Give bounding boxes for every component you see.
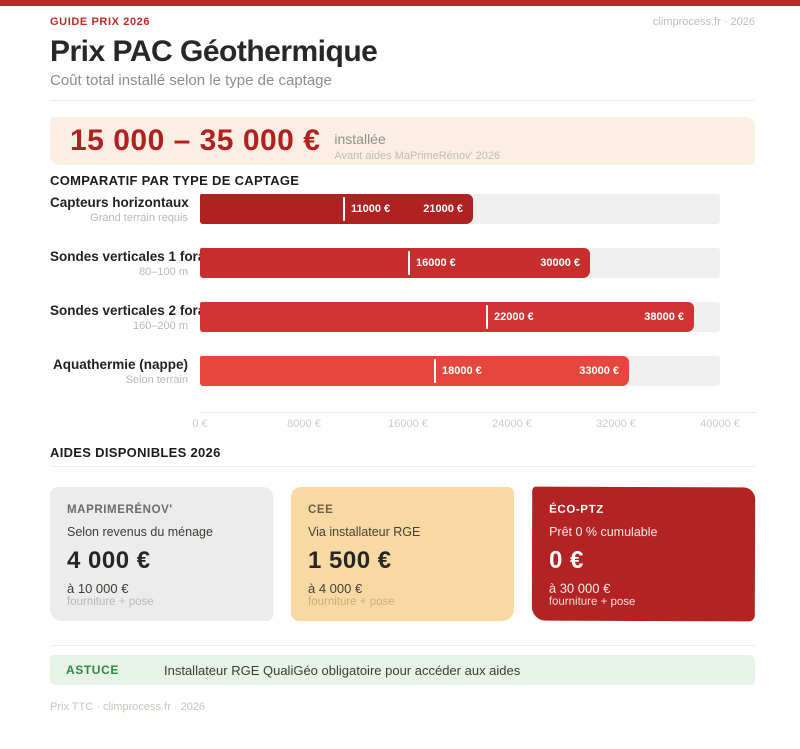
- astuce-divider: [50, 645, 755, 646]
- header-row: GUIDE PRIX 2026 climprocess.fr · 2026: [50, 6, 755, 29]
- min-price-label: 22000 €: [494, 311, 534, 323]
- chart-row: Aquathermie (nappe) Selon terrain 18000 € 3…: [50, 356, 755, 386]
- min-price-label: 16000 €: [415, 257, 456, 269]
- price-range-value: 15 000 – 35 000 €: [70, 124, 321, 157]
- aides-divider: [50, 466, 755, 467]
- astuce-box: ASTUCE Installateur RGE QualiGéo obligat…: [50, 655, 755, 685]
- aid-card-note: fourniture + pose: [548, 595, 636, 608]
- aid-card-range: à 10 000 €: [67, 581, 129, 596]
- header-divider: [50, 100, 755, 101]
- max-price-label: 21000 €: [423, 203, 463, 215]
- aid-card-amount: 1 500 €: [308, 547, 392, 574]
- aid-card-note: fourniture + pose: [308, 596, 395, 608]
- row-sublabel: Selon terrain: [125, 373, 188, 386]
- aid-card: MAPRIMERÉNOV' Selon revenus du ménage 4 00…: [50, 487, 273, 621]
- price-note: Avant aides MaPrimeRénov' 2026: [334, 149, 501, 162]
- max-price-label: 30000 €: [540, 257, 580, 269]
- bar-track: 22000 € 38000 €: [200, 302, 720, 332]
- aid-card-range: à 30 000 €: [548, 580, 611, 596]
- footer-credit: Prix TTC · climprocess.fr · 2026: [50, 701, 206, 713]
- chart-row-labels: Sondes verticales 2 forages 160–200 m: [50, 302, 229, 332]
- chart-row: Sondes verticales 1 forage 80–100 m 16000 …: [50, 248, 755, 278]
- astuce-text: Installateur RGE QualiGéo obligatoire po…: [164, 662, 521, 678]
- min-marker: [434, 359, 436, 383]
- chart-section-title: COMPARATIF PAR TYPE DE CAPTAGE: [50, 173, 300, 188]
- price-range-bar: 16000 € 30000 €: [200, 248, 590, 278]
- min-price-label: 11000 €: [350, 203, 391, 215]
- aid-card-amount: 4 000 €: [67, 547, 151, 574]
- infographic-content: GUIDE PRIX 2026 climprocess.fr · 2026 Pr…: [0, 6, 800, 713]
- astuce-label: ASTUCE: [66, 663, 119, 677]
- bar-track: 16000 € 30000 €: [200, 248, 720, 278]
- aid-card-range: à 4 000 €: [308, 581, 363, 596]
- aid-card-subtitle: Prêt 0 % cumulable: [549, 524, 658, 540]
- chart-row-labels: Aquathermie (nappe) Selon terrain: [50, 357, 200, 386]
- price-range-bar: 11000 € 21000 €: [200, 194, 473, 224]
- aid-card-title: ÉCO-PTZ: [549, 503, 604, 516]
- axis-tick-label: 0 €: [192, 418, 208, 430]
- price-range-bar: 22000 € 38000 €: [200, 302, 694, 332]
- row-sublabel: Grand terrain requis: [90, 211, 188, 224]
- aid-card: ÉCO-PTZ Prêt 0 % cumulable 0 € à 30 000 € fo…: [531, 486, 756, 622]
- price-highlight-box: 15 000 – 35 000 € installée Avant aides …: [50, 117, 755, 165]
- axis-tick-label: 24000 €: [492, 418, 532, 430]
- top-accent-bar: [0, 0, 800, 6]
- min-marker: [486, 305, 488, 329]
- axis-tick-label: 32000 €: [596, 418, 636, 430]
- aides-section-title: AIDES DISPONIBLES 2026: [50, 445, 221, 460]
- aid-card: CEE Via installateur RGE 1 500 € à 4 000 € f…: [291, 487, 514, 621]
- aid-card-subtitle: Selon revenus du ménage: [67, 525, 213, 539]
- row-sublabel: 160–200 m: [132, 319, 188, 332]
- axis-tick-label: 16000 €: [388, 418, 428, 430]
- max-price-label: 38000 €: [644, 311, 684, 323]
- row-label: Sondes verticales 1 forage: [50, 248, 222, 264]
- aid-card-title: MAPRIMERÉNOV': [67, 504, 173, 516]
- aid-card-title: CEE: [308, 504, 334, 516]
- chart-row: Sondes verticales 2 forages 160–200 m 2200…: [50, 302, 755, 332]
- guide-kicker: GUIDE PRIX 2026: [50, 16, 151, 28]
- price-range-bar: 18000 € 33000 €: [200, 356, 629, 386]
- chart-row-labels: Sondes verticales 1 forage 80–100 m: [50, 248, 222, 278]
- price-unit-label: installée: [334, 130, 386, 147]
- page-title: Prix PAC Géothermique: [50, 35, 378, 68]
- bar-track: 18000 € 33000 €: [200, 356, 720, 386]
- min-price-label: 18000 €: [442, 365, 482, 377]
- row-label: Sondes verticales 2 forages: [50, 302, 229, 318]
- chart-row-labels: Capteurs horizontaux Grand terrain requis: [50, 195, 200, 224]
- aid-cards: MAPRIMERÉNOV' Selon revenus du ménage 4 00…: [50, 486, 756, 622]
- axis-tick-label: 8000 €: [287, 418, 321, 430]
- price-highlight-side: installée Avant aides MaPrimeRénov' 2026: [334, 131, 500, 162]
- row-label: Aquathermie (nappe): [52, 356, 188, 372]
- min-marker: [343, 197, 345, 221]
- min-marker: [408, 251, 410, 275]
- row-sublabel: 80–100 m: [139, 265, 188, 278]
- bar-track: 11000 € 21000 €: [200, 194, 720, 224]
- page-subtitle: Coût total installé selon le type de cap…: [50, 72, 332, 89]
- chart-row: Capteurs horizontaux Grand terrain requis…: [50, 194, 755, 224]
- bar-chart: Capteurs horizontaux Grand terrain requis…: [50, 194, 755, 386]
- axis-tick-label: 40000 €: [700, 418, 740, 430]
- aid-card-note: fourniture + pose: [67, 596, 154, 608]
- aid-card-amount: 0 €: [548, 546, 584, 574]
- row-label: Capteurs horizontaux: [50, 194, 189, 210]
- aid-card-subtitle: Via installateur RGE: [308, 525, 421, 539]
- max-price-label: 33000 €: [579, 365, 619, 377]
- source-credit: climprocess.fr · 2026: [652, 16, 755, 28]
- x-axis: 0 € 8000 € 16000 € 24000 € 32000 € 40000 €: [192, 412, 756, 437]
